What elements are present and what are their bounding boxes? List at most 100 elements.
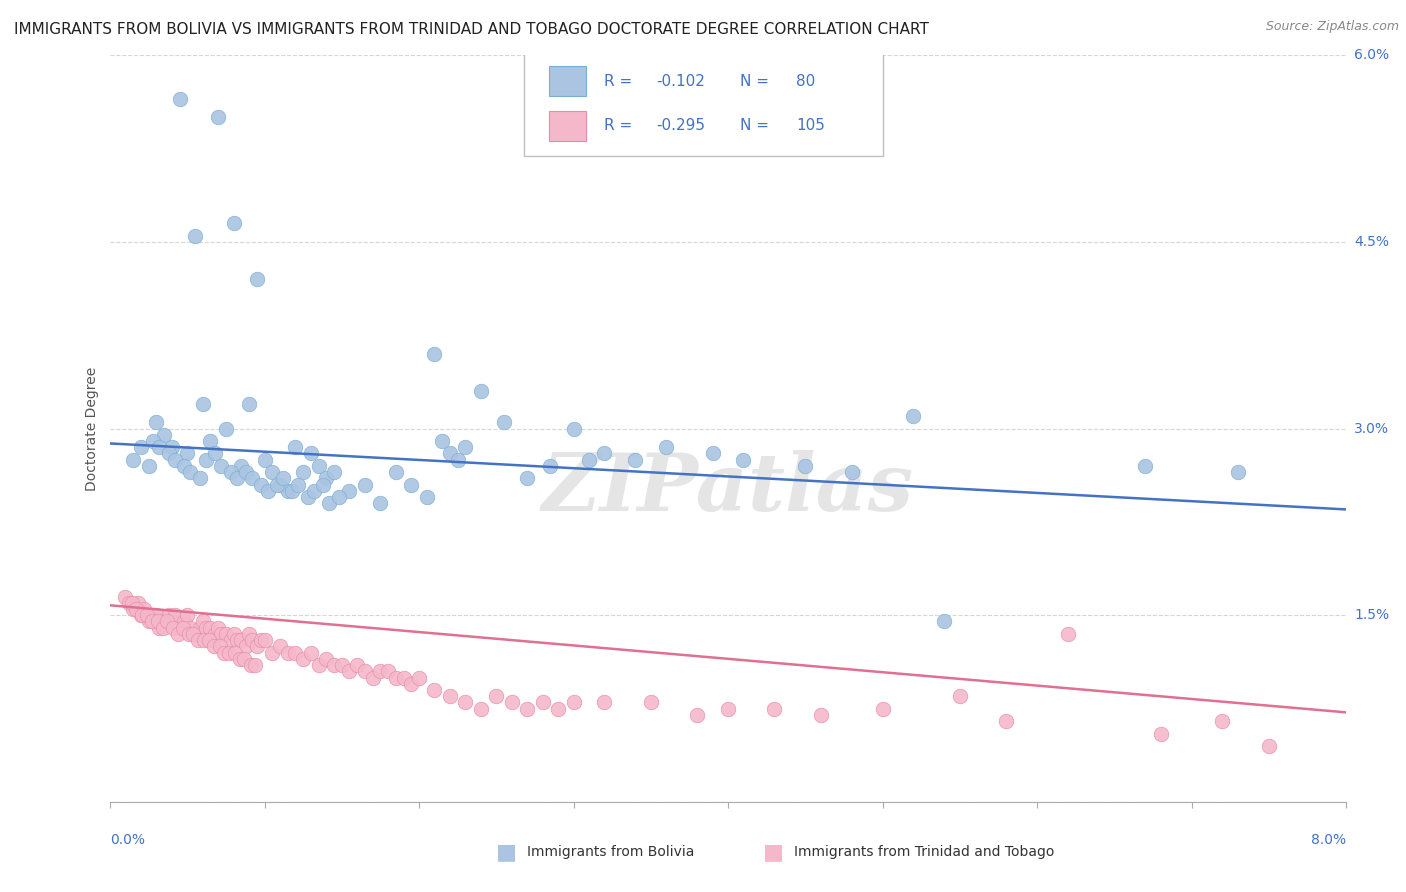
Point (315, 471, 337, 485)
Point (122, 602, 145, 616)
Point (191, 615, 214, 629)
Point (169, 92, 191, 106)
Point (183, 627, 205, 641)
Point (208, 640, 231, 654)
Point (153, 427, 176, 442)
Point (235, 640, 257, 654)
Point (142, 608, 165, 623)
Text: 4.5%: 4.5% (1354, 235, 1389, 249)
Point (492, 415, 515, 429)
Point (184, 627, 207, 641)
Point (138, 615, 160, 629)
Point (200, 434, 222, 448)
Point (1226, 465, 1249, 479)
Point (207, 621, 229, 635)
Point (269, 477, 291, 491)
Point (315, 652, 337, 666)
Point (235, 465, 257, 479)
FancyBboxPatch shape (548, 66, 586, 96)
Point (593, 446, 616, 460)
Text: -0.102: -0.102 (657, 74, 706, 88)
Point (292, 652, 315, 666)
Point (132, 602, 155, 616)
Text: IMMIGRANTS FROM BOLIVIA VS IMMIGRANTS FROM TRINIDAD AND TOBAGO DOCTORATE DEGREE : IMMIGRANTS FROM BOLIVIA VS IMMIGRANTS FR… (14, 22, 929, 37)
Point (229, 652, 252, 666)
Point (308, 458, 330, 473)
Point (125, 602, 148, 616)
Point (129, 608, 152, 623)
Point (207, 110, 229, 124)
Text: Immigrants from Trinidad and Tobago: Immigrants from Trinidad and Tobago (794, 845, 1054, 859)
Point (416, 490, 439, 504)
Point (640, 695, 662, 709)
Point (485, 689, 508, 703)
Point (401, 477, 423, 491)
Point (995, 714, 1018, 728)
Point (153, 615, 176, 629)
Point (1133, 458, 1156, 473)
Point (1149, 726, 1171, 740)
Point (277, 646, 299, 660)
Point (810, 707, 832, 722)
Point (209, 458, 232, 473)
Text: Immigrants from Bolivia: Immigrants from Bolivia (527, 845, 695, 859)
Point (172, 621, 194, 635)
Point (157, 446, 180, 460)
Point (702, 446, 724, 460)
Point (446, 452, 468, 467)
Point (516, 701, 538, 715)
Point (179, 621, 201, 635)
Point (593, 695, 616, 709)
Point (240, 633, 263, 648)
Point (439, 689, 461, 703)
Point (794, 458, 817, 473)
Point (655, 440, 678, 454)
Point (262, 465, 284, 479)
Point (733, 452, 755, 467)
Text: ■: ■ (763, 842, 783, 862)
Point (188, 471, 211, 485)
Point (934, 615, 956, 629)
Point (122, 452, 145, 467)
Text: 6.0%: 6.0% (1354, 48, 1389, 62)
Point (162, 621, 184, 635)
Point (114, 590, 136, 604)
Point (200, 621, 222, 635)
Text: 1.5%: 1.5% (1354, 608, 1389, 623)
Point (423, 682, 446, 697)
Point (299, 646, 322, 660)
Point (1057, 627, 1080, 641)
Point (250, 477, 273, 491)
Point (148, 621, 170, 635)
Point (408, 671, 430, 685)
Text: R =: R = (605, 119, 637, 134)
Point (156, 615, 179, 629)
Point (841, 465, 863, 479)
Text: ■: ■ (496, 842, 516, 862)
Point (145, 608, 167, 623)
Point (470, 701, 492, 715)
Point (173, 458, 195, 473)
Point (141, 615, 163, 629)
Point (717, 701, 740, 715)
Point (219, 465, 242, 479)
Point (253, 633, 276, 648)
Point (225, 471, 247, 485)
Point (245, 658, 267, 673)
FancyBboxPatch shape (524, 51, 883, 156)
Point (224, 646, 246, 660)
Point (136, 608, 159, 623)
Point (624, 452, 647, 467)
Point (225, 633, 247, 648)
Point (323, 658, 346, 673)
Point (176, 446, 198, 460)
Point (204, 627, 226, 641)
Point (146, 615, 169, 629)
Point (299, 446, 322, 460)
Point (238, 396, 260, 410)
Point (339, 665, 361, 679)
Point (354, 665, 377, 679)
Text: ZIPatlas: ZIPatlas (541, 450, 914, 527)
Point (231, 458, 253, 473)
Point (308, 658, 330, 673)
